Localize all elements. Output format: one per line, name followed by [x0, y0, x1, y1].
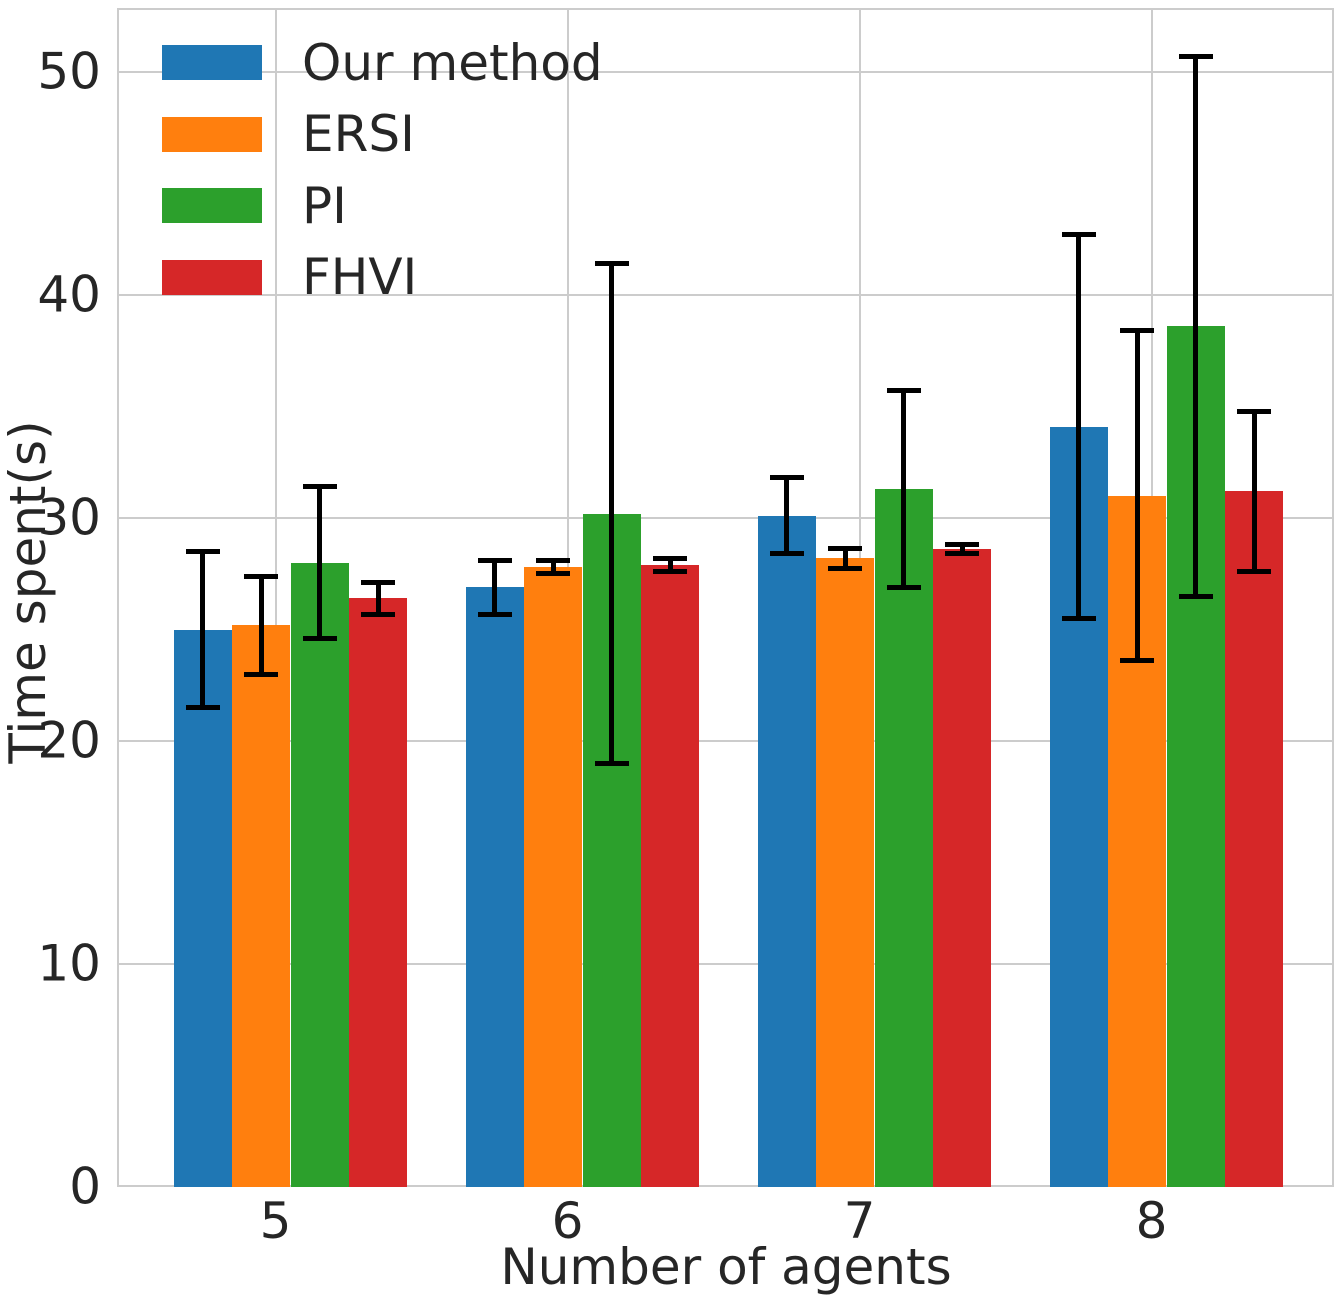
error-bar-line	[317, 486, 323, 639]
error-bar-line	[667, 558, 673, 572]
error-bar-cap	[185, 549, 220, 555]
error-bar-cap	[536, 557, 571, 563]
error-bar-line	[842, 548, 848, 569]
y-tick-label: 50	[37, 42, 101, 101]
error-bar-cap	[945, 542, 980, 548]
error-bar-cap	[828, 545, 863, 551]
error-bar-cap	[653, 555, 688, 561]
error-bar-cap	[886, 584, 921, 590]
bar-fhvi-x6	[640, 564, 700, 1188]
bar-fhvi-x8	[1224, 491, 1284, 1188]
error-bar-cap	[244, 671, 279, 677]
x-tick-label: 6	[551, 1192, 584, 1250]
legend-label-our-method: Our method	[302, 33, 603, 92]
error-bar-cap	[1120, 328, 1155, 334]
error-bar-cap	[1178, 593, 1213, 599]
error-bar-line	[959, 544, 965, 554]
error-bar-cap	[361, 580, 396, 586]
error-bar-line	[1251, 411, 1257, 572]
y-gridline	[117, 517, 1334, 520]
bar-ersi-x5	[232, 625, 291, 1188]
error-bar-cap	[769, 551, 804, 557]
error-bar-line	[1076, 234, 1082, 619]
error-bar-cap	[1178, 53, 1213, 59]
error-bar-line	[1134, 330, 1140, 661]
legend-swatch-pi	[162, 188, 262, 223]
error-bar-cap	[769, 475, 804, 481]
error-bar-cap	[244, 573, 279, 579]
legend-swatch-ersi	[162, 116, 262, 152]
y-tick-label: 20	[37, 711, 101, 770]
legend-label-pi: PI	[302, 176, 347, 235]
error-bar-line	[375, 582, 381, 615]
error-bar-cap	[594, 261, 629, 267]
error-bar-cap	[536, 571, 571, 577]
bar-fhvi-x5	[348, 598, 408, 1188]
error-bar-line	[901, 390, 907, 588]
error-bar-cap	[1061, 232, 1096, 238]
legend-label-fhvi: FHVI	[302, 248, 418, 306]
y-gridline	[117, 70, 1334, 73]
error-bar-cap	[302, 484, 337, 490]
error-bar-line	[550, 560, 556, 574]
error-bar-line	[258, 576, 264, 675]
x-tick-label: 5	[259, 1192, 292, 1250]
bar-our-method-x7	[757, 515, 817, 1188]
plot-border	[117, 8, 1334, 1187]
bar-pi-x7	[874, 489, 933, 1188]
error-bar-cap	[945, 551, 980, 557]
x-axis-label: Number of agents	[500, 1238, 952, 1296]
error-bar-line	[784, 477, 790, 554]
error-bar-cap	[1237, 408, 1272, 414]
bar-ersi-x7	[816, 558, 875, 1188]
y-tick-label: 10	[37, 934, 101, 993]
x-tick-label: 7	[843, 1192, 876, 1250]
legend-label-ersi: ERSI	[302, 105, 415, 163]
y-tick-label: 0	[69, 1157, 101, 1216]
y-gridline	[117, 963, 1334, 966]
error-bar-cap	[594, 761, 629, 766]
y-tick-label: 40	[37, 265, 101, 324]
error-bar-cap	[302, 636, 337, 642]
y-tick-label: 30	[37, 488, 101, 547]
error-bar-cap	[653, 569, 688, 575]
error-bar-cap	[828, 565, 863, 571]
error-bar-line	[200, 551, 206, 708]
bar-fhvi-x7	[932, 549, 992, 1188]
error-bar-line	[492, 560, 498, 615]
bar-pi-x5	[290, 562, 349, 1188]
error-bar-cap	[1061, 615, 1096, 621]
error-bar-cap	[886, 388, 921, 394]
bar-our-method-x5	[173, 629, 233, 1188]
bar-our-method-x6	[465, 587, 525, 1188]
error-bar-cap	[1237, 569, 1272, 575]
error-bar-cap	[477, 611, 512, 617]
error-bar-cap	[1120, 658, 1155, 664]
error-bar-cap	[185, 705, 220, 711]
y-gridline	[117, 294, 1334, 296]
error-bar-cap	[361, 611, 396, 617]
x-gridline	[274, 8, 277, 1188]
legend-swatch-fhvi	[162, 259, 262, 295]
error-bar-cap	[477, 557, 512, 563]
y-gridline	[117, 740, 1334, 743]
legend-swatch-our-method	[162, 45, 262, 80]
error-bar-line	[609, 263, 615, 764]
bar-ersi-x6	[524, 567, 583, 1188]
x-tick-label: 8	[1135, 1192, 1168, 1250]
error-bar-line	[1193, 56, 1199, 597]
